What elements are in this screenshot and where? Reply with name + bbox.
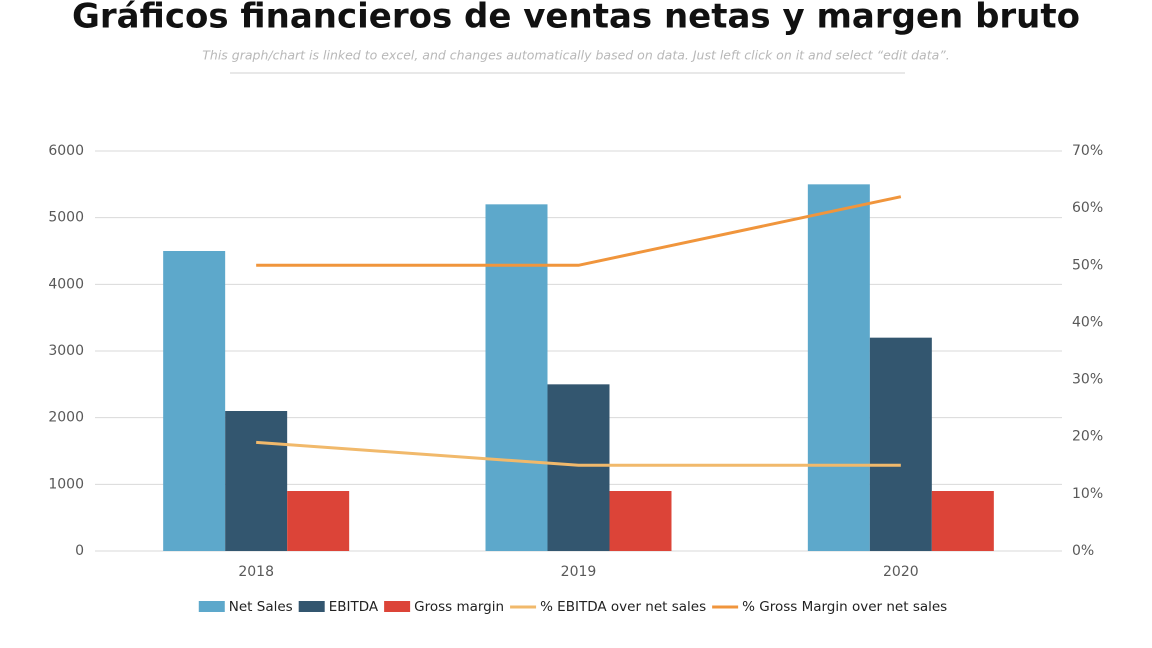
legend-label: Net Sales bbox=[229, 599, 293, 615]
y-tick-label: 4000 bbox=[48, 276, 84, 292]
legend-swatch bbox=[198, 601, 225, 612]
legend-swatch bbox=[298, 601, 325, 612]
x-tick-label: 2019 bbox=[561, 564, 597, 580]
bar bbox=[609, 491, 672, 551]
y-tick-label: 2000 bbox=[48, 410, 84, 426]
y2-tick-label: 50% bbox=[1072, 257, 1103, 273]
y2-tick-label: 40% bbox=[1072, 314, 1103, 330]
y2-tick-label: 60% bbox=[1072, 200, 1103, 216]
y-tick-label: 3000 bbox=[48, 343, 84, 359]
chart-title: Gráficos financieros de ventas netas y m… bbox=[72, 0, 1080, 37]
legend-label: Gross margin bbox=[414, 599, 504, 615]
bar bbox=[485, 204, 548, 552]
bar bbox=[931, 491, 994, 551]
bar bbox=[869, 337, 932, 551]
line bbox=[256, 195, 902, 267]
bar bbox=[807, 184, 870, 552]
y2-tick-label: 10% bbox=[1072, 486, 1103, 502]
chart-subtitle: This graph/chart is linked to excel, and… bbox=[202, 48, 949, 63]
y-tick-label: 0 bbox=[75, 543, 84, 559]
x-tick-label: 2018 bbox=[238, 564, 274, 580]
y-tick-label: 5000 bbox=[48, 210, 84, 226]
x-tick-label: 2020 bbox=[883, 564, 919, 580]
y-tick-label: 1000 bbox=[48, 476, 84, 492]
y-tick-label: 6000 bbox=[48, 143, 84, 159]
y2-tick-label: 0% bbox=[1072, 543, 1094, 559]
legend-label: % Gross Margin over net sales bbox=[742, 599, 947, 615]
y2-tick-label: 30% bbox=[1072, 372, 1103, 388]
legend-label: % EBITDA over net sales bbox=[540, 599, 706, 615]
bar bbox=[163, 251, 226, 551]
legend-label: EBITDA bbox=[329, 599, 379, 615]
line bbox=[256, 440, 901, 467]
bar bbox=[547, 384, 610, 551]
bar bbox=[287, 491, 350, 551]
legend-swatch bbox=[510, 605, 537, 609]
y2-tick-label: 20% bbox=[1072, 429, 1103, 445]
bar bbox=[225, 411, 288, 551]
y2-tick-label: 70% bbox=[1072, 143, 1103, 159]
legend-swatch bbox=[384, 601, 411, 612]
legend-swatch bbox=[712, 605, 739, 609]
